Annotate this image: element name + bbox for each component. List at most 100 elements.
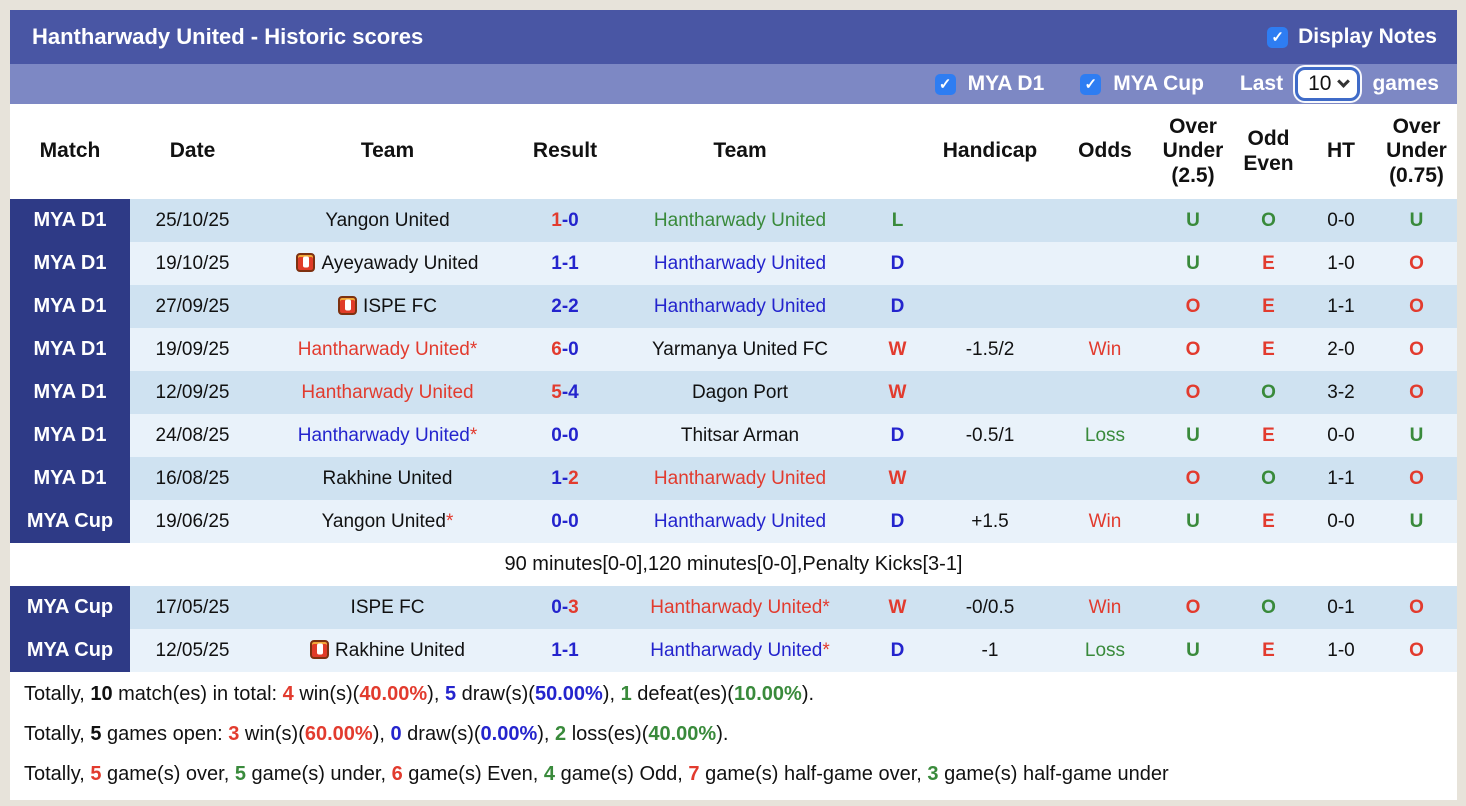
over-under-25-cell: O	[1155, 328, 1231, 371]
result-cell: 1-0	[520, 199, 610, 242]
home-team-cell: Hantharwady United*	[255, 328, 520, 371]
footer-segment: 40.00%	[648, 723, 717, 745]
footer-segment: 5	[90, 763, 102, 785]
team-asterisk: *	[822, 639, 830, 661]
title-bar: Hantharwady United - Historic scores ✓ D…	[10, 10, 1457, 64]
away-team-name: Hantharwady United	[653, 467, 827, 489]
handicap-cell: -1	[925, 629, 1055, 672]
wdl-cell: L	[870, 199, 925, 242]
footer-segment: Totally,	[24, 763, 91, 785]
date-cell: 27/09/25	[130, 285, 255, 328]
away-score: 0	[568, 510, 579, 532]
away-team-cell: Hantharwady United	[610, 199, 870, 242]
col-header-over-under-075: Over Under (0.75)	[1376, 104, 1457, 199]
score-separator: -	[561, 424, 569, 446]
table-row: MYA D1 19/10/25 Ayeyawady United 1-1 Han…	[10, 242, 1457, 285]
home-score: 0	[551, 510, 562, 532]
ht-cell: 0-0	[1306, 500, 1376, 543]
score-separator: -	[561, 338, 569, 360]
table-row: MYA D1 24/08/25 Hantharwady United* 0-0 …	[10, 414, 1457, 457]
col-header-result: Result	[520, 104, 610, 199]
league-cell: MYA D1	[10, 328, 130, 371]
footer-segment: 10	[90, 683, 113, 705]
odds-cell	[1055, 242, 1155, 285]
away-team-cell: Hantharwady United	[610, 457, 870, 500]
footer-segment: 10.00%	[733, 683, 802, 705]
over-under-075-cell: O	[1376, 285, 1457, 328]
result-cell: 2-2	[520, 285, 610, 328]
team-crest-icon	[338, 295, 358, 315]
ht-cell: 0-0	[1306, 414, 1376, 457]
handicap-cell: +1.5	[925, 500, 1055, 543]
league-cell: MYA Cup	[10, 586, 130, 629]
odds-cell: Win	[1055, 500, 1155, 543]
over-under-25-cell: O	[1155, 586, 1231, 629]
odd-even-cell: E	[1231, 500, 1306, 543]
over-under-075-cell: U	[1376, 414, 1457, 457]
footer-segment: 3	[927, 763, 939, 785]
ht-cell: 1-0	[1306, 242, 1376, 285]
mya-d1-checkbox[interactable]: ✓	[934, 73, 956, 95]
footer-segment: game(s) half-game under	[938, 763, 1169, 785]
footer-segment: 60.00%	[304, 723, 373, 745]
handicap-cell	[925, 285, 1055, 328]
footer-segment: 4	[543, 763, 556, 785]
away-team-cell: Hantharwady United*	[610, 629, 870, 672]
over-under-25-cell: U	[1155, 414, 1231, 457]
col-header-away-team: Team	[610, 104, 870, 199]
table-row: MYA D1 27/09/25 ISPE FC 2-2 Hantharwady …	[10, 285, 1457, 328]
odds-cell: Win	[1055, 328, 1155, 371]
footer-segment: Totally,	[24, 723, 91, 745]
score-separator: -	[561, 596, 569, 618]
away-team-name: Hantharwady United	[650, 639, 823, 661]
mya-cup-checkbox[interactable]: ✓	[1080, 73, 1102, 95]
home-team-name: Rakhine United	[335, 639, 465, 661]
home-team-name: Hantharwady United	[297, 424, 470, 446]
over-under-25-cell: O	[1155, 457, 1231, 500]
ht-cell: 1-1	[1306, 457, 1376, 500]
odd-even-cell: E	[1231, 414, 1306, 457]
col-header-handicap: Handicap	[925, 104, 1055, 199]
display-notes-checkbox[interactable]: ✓	[1267, 26, 1289, 48]
wdl-cell: D	[870, 285, 925, 328]
footer-segment: 4	[282, 683, 294, 705]
team-asterisk: *	[822, 596, 830, 618]
odds-cell: Loss	[1055, 414, 1155, 457]
odds-cell: Loss	[1055, 629, 1155, 672]
table-row: MYA D1 12/09/25 Hantharwady United 5-4 D…	[10, 371, 1457, 414]
team-asterisk: *	[469, 424, 478, 446]
home-score: 1	[551, 209, 562, 231]
col-header-odds: Odds	[1055, 104, 1155, 199]
home-score: 1	[551, 639, 562, 661]
footer-segment: 0	[390, 723, 402, 745]
table-row: MYA D1 25/10/25 Yangon United 1-0 Hantha…	[10, 199, 1457, 242]
score-separator: -	[561, 252, 569, 274]
mya-d1-label: MYA D1	[967, 72, 1045, 95]
footer-segment: draw(s)(	[401, 723, 481, 745]
league-cell: MYA D1	[10, 414, 130, 457]
odds-cell	[1055, 457, 1155, 500]
last-games-select[interactable]: 10	[1295, 67, 1361, 101]
footer-segment: 40.00%	[359, 683, 428, 705]
home-team-name: ISPE FC	[350, 596, 425, 618]
table-row: MYA Cup 12/05/25 Rakhine United 1-1 Hant…	[10, 629, 1457, 672]
team-asterisk: *	[469, 338, 478, 360]
result-cell: 0-0	[520, 414, 610, 457]
home-team-name: Yangon United	[325, 209, 450, 231]
result-cell: 1-1	[520, 242, 610, 285]
handicap-cell	[925, 242, 1055, 285]
odd-even-cell: E	[1231, 285, 1306, 328]
col-header-ht: HT	[1306, 104, 1376, 199]
date-cell: 16/08/25	[130, 457, 255, 500]
wdl-cell: D	[870, 414, 925, 457]
away-team-name: Thitsar Arman	[680, 424, 800, 446]
note-row: 90 minutes[0-0],120 minutes[0-0],Penalty…	[10, 543, 1457, 586]
away-team-name: Yarmanya United FC	[652, 338, 828, 360]
last-games-value: 10	[1308, 71, 1332, 95]
over-under-075-cell: U	[1376, 199, 1457, 242]
score-separator: -	[561, 295, 569, 317]
league-cell: MYA Cup	[10, 500, 130, 543]
away-score: 1	[568, 639, 579, 661]
home-team-cell: Hantharwady United	[255, 371, 520, 414]
footer-segment: ),	[537, 723, 556, 745]
